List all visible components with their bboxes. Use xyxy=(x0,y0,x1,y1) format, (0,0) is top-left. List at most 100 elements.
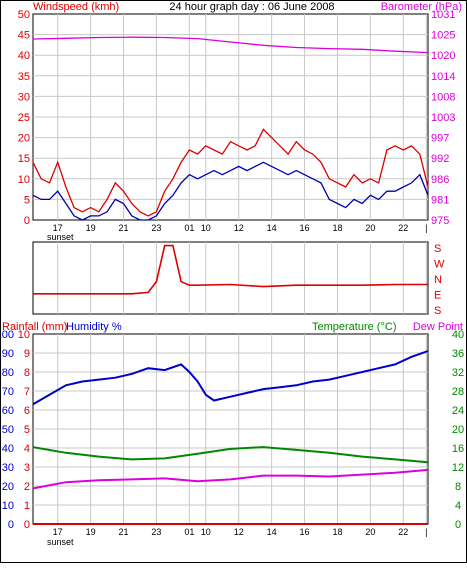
chart3-humidity-tick-4: 40 xyxy=(2,443,14,455)
chart1-x-tick-3: 23 xyxy=(151,223,161,233)
chart2-plot-frame xyxy=(32,241,429,315)
chart1-x-ticks: 17 19 21 23 01 10 12 14 16 18 20 22 | xyxy=(53,223,428,233)
chart1-title: 24 hour graph day : 06 June 2008 xyxy=(169,1,334,13)
chart3-rain-tick-5: 5 xyxy=(24,424,30,436)
chart2-direction-tick-1: E xyxy=(434,290,441,302)
chart1-x-sublabel: sunset xyxy=(47,232,74,242)
chart1-left-tick-2: 10 xyxy=(18,174,30,186)
chart1-right-tick-8: 1020 xyxy=(431,50,455,62)
chart3-x-tick-0: 17 xyxy=(53,527,63,537)
chart1-right-tick-0: 975 xyxy=(431,215,449,227)
chart3-series-dew_point xyxy=(32,468,429,490)
chart3-humidity-tick-5: 50 xyxy=(2,424,14,436)
chart3-rain-tick-1: 1 xyxy=(24,500,30,512)
chart3-right-tick-9: 36 xyxy=(452,348,464,360)
chart3-right-tick-0: 0 xyxy=(455,519,461,531)
chart2-series-wind_direction xyxy=(33,244,428,295)
chart1-right-tick-4: 997 xyxy=(431,133,449,145)
chart3-x-tick-12: | xyxy=(425,527,427,537)
chart3-rain-tick-10: 10 xyxy=(18,329,30,341)
chart2-series xyxy=(33,244,428,295)
chart2-direction-tick-3: W xyxy=(434,259,445,271)
chart3-right-tick-3: 12 xyxy=(452,462,464,474)
chart3-x-tick-3: 23 xyxy=(151,527,161,537)
chart1-x-tick-7: 14 xyxy=(267,223,277,233)
chart3-x-tick-11: 22 xyxy=(398,527,408,537)
chart1-x-tick-8: 16 xyxy=(300,223,310,233)
chart1-series-barometer xyxy=(32,36,429,54)
chart3-right-tick-4: 16 xyxy=(452,443,464,455)
chart3-rain-tick-4: 4 xyxy=(24,443,30,455)
chart3-series-temperature xyxy=(32,446,429,464)
chart3-x-tick-5: 10 xyxy=(201,527,211,537)
chart1-left-tick-4: 20 xyxy=(18,133,30,145)
chart3-x-tick-10: 20 xyxy=(365,527,375,537)
chart1-right-tick-7: 1014 xyxy=(431,71,455,83)
chart3-right-tick-2: 8 xyxy=(455,481,461,493)
chart2-grid xyxy=(57,242,427,314)
chart3-x-tick-4: 01 xyxy=(184,527,194,537)
panel-temp-humidity: Rainfall (mm) Humidity % Temperature (°C… xyxy=(0,321,464,547)
chart3-humidity-tick-7: 70 xyxy=(2,386,14,398)
chart1-left-tick-9: 45 xyxy=(18,30,30,42)
chart3-rain-tick-2: 2 xyxy=(24,481,30,493)
chart1-left-axis-label: Windspeed (kmh) xyxy=(33,1,119,13)
chart3-x-ticks: 17 19 21 23 01 10 12 14 16 18 20 22 | xyxy=(53,527,428,537)
chart1-left-tick-0: 0 xyxy=(24,215,30,227)
chart1-grid xyxy=(33,14,428,220)
chart1-series-windspeed_gust xyxy=(32,128,429,217)
chart3-rain-tick-7: 7 xyxy=(24,386,30,398)
panel-wind-barometer: Windspeed (kmh) 24 hour graph day : 06 J… xyxy=(18,1,462,242)
chart3-series xyxy=(32,350,429,525)
chart1-right-tick-1: 981 xyxy=(431,194,449,206)
chart3-humidity-tick-6: 60 xyxy=(2,405,14,417)
chart3-humidity-tick-9: 90 xyxy=(2,348,14,360)
chart1-right-tick-5: 1003 xyxy=(431,112,455,124)
chart3-x-tick-7: 14 xyxy=(267,527,277,537)
chart1-left-tick-10: 50 xyxy=(18,9,30,21)
chart3-grid xyxy=(33,334,428,524)
chart2-direction-tick-2: N xyxy=(434,274,442,286)
chart3-humidity-tick-1: 10 xyxy=(2,500,14,512)
chart1-right-tick-6: 1008 xyxy=(431,91,455,103)
chart3-right-tick-5: 20 xyxy=(452,424,464,436)
chart3-rain-tick-0: 0 xyxy=(24,519,30,531)
chart1-left-tick-5: 25 xyxy=(18,112,30,124)
chart1-x-tick-1: 19 xyxy=(86,223,96,233)
chart2-direction-tick-0: S xyxy=(434,305,441,317)
chart3-rain-tick-3: 3 xyxy=(24,462,30,474)
chart1-right-tick-9: 1025 xyxy=(431,30,455,42)
chart1-left-tick-8: 40 xyxy=(18,50,30,62)
chart1-x-tick-4: 01 xyxy=(184,223,194,233)
chart3-right-tick-6: 24 xyxy=(452,405,464,417)
chart1-x-tick-9: 18 xyxy=(332,223,342,233)
chart3-x-tick-2: 21 xyxy=(119,527,129,537)
chart1-x-tick-10: 20 xyxy=(365,223,375,233)
chart3-left-ticks: 0 10 20 30 40 50 60 70 80 90 100 xyxy=(0,329,14,531)
chart3-humidity-tick-10: 100 xyxy=(0,329,14,341)
chart3-rain-tick-9: 9 xyxy=(24,348,30,360)
chart1-x-tick-6: 12 xyxy=(234,223,244,233)
chart1-right-tick-3: 992 xyxy=(431,153,449,165)
chart3-right-tick-7: 28 xyxy=(452,386,464,398)
chart1-right-ticks: 975 981 986 992 997 1003 1008 1014 1020 1025 1031 xyxy=(431,9,455,227)
chart1-right-tick-10: 1031 xyxy=(431,9,455,21)
chart3-rain-ticks: 0 1 2 3 4 5 6 7 8 9 10 xyxy=(18,329,30,531)
chart3-x-tick-1: 19 xyxy=(86,527,96,537)
chart1-series-windspeed_avg xyxy=(32,161,429,221)
chart1-x-tick-12: | xyxy=(425,223,427,233)
chart3-right-axis-label: Temperature (°C) xyxy=(312,321,396,333)
chart1-right-tick-2: 986 xyxy=(431,174,449,186)
chart3-left-axis-label: Rainfall (mm) xyxy=(2,321,67,333)
chart3-rain-tick-6: 6 xyxy=(24,405,30,417)
chart1-left-tick-6: 30 xyxy=(18,91,30,103)
chart1-right-axis-label: Barometer (hPa) xyxy=(381,1,462,13)
chart2-direction-tick-4: S xyxy=(434,243,441,255)
chart1-x-tick-11: 22 xyxy=(398,223,408,233)
chart3-humidity-tick-8: 80 xyxy=(2,367,14,379)
chart3-left-axis-label2: Humidity % xyxy=(66,321,122,333)
chart3-right-axis-label2: Dew Point xyxy=(413,321,463,333)
